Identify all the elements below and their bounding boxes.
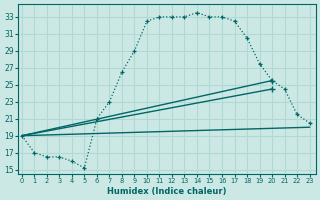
X-axis label: Humidex (Indice chaleur): Humidex (Indice chaleur) — [107, 187, 227, 196]
